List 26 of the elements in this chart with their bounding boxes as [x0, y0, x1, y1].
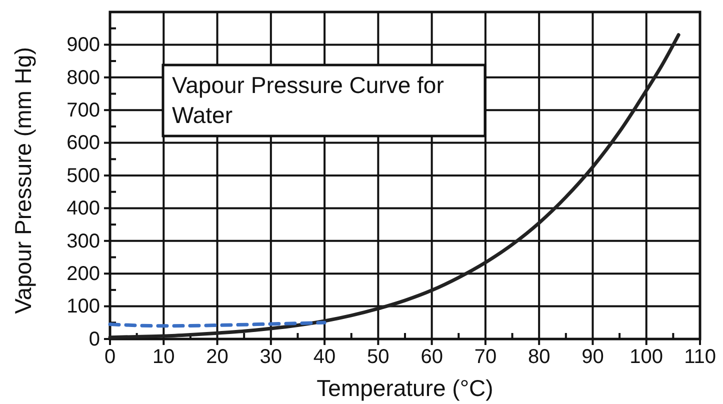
x-tick-label: 100 [630, 346, 664, 368]
y-axis-title: Vapour Pressure (mm Hg) [10, 47, 36, 314]
y-tick-label: 400 [66, 198, 100, 220]
y-tick-label: 300 [66, 230, 100, 252]
x-tick-label: 70 [474, 346, 497, 368]
y-tick-label: 800 [66, 66, 100, 89]
x-tick-label: 110 [684, 346, 716, 368]
x-tick-label: 20 [206, 346, 228, 368]
x-tick-label: 50 [367, 346, 390, 368]
x-axis-title: Temperature (°C) [316, 375, 494, 401]
y-tick-label: 700 [66, 100, 100, 122]
y-tick-label: 200 [66, 263, 100, 285]
y-tick-label: 100 [66, 296, 100, 318]
y-tick-label: 500 [66, 164, 100, 187]
x-tick-label: 30 [260, 346, 282, 368]
y-tick-label: 600 [66, 132, 100, 154]
x-tick-label: 0 [104, 346, 116, 368]
x-tick-label: 40 [313, 346, 336, 368]
x-tick-label: 60 [420, 346, 443, 368]
x-tick-label: 80 [528, 346, 550, 368]
line-series [108, 33, 680, 340]
x-tick-label: 10 [152, 346, 175, 368]
text: Vapour Pressure Curve for Water [172, 72, 444, 128]
y-tick-label: 0 [88, 328, 100, 350]
y-tick-label: 900 [66, 34, 100, 56]
x-tick-label: 90 [582, 346, 604, 368]
